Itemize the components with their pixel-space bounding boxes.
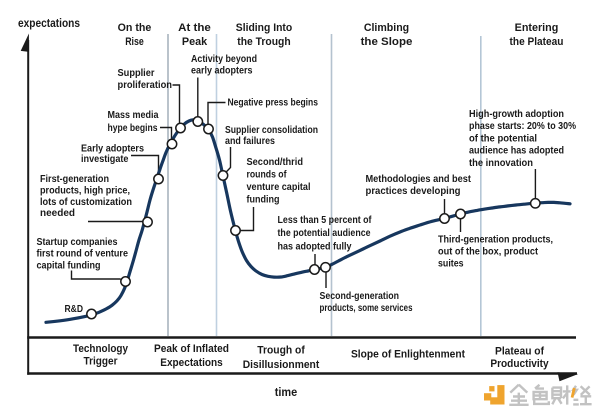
svg-text:phase starts: 20% to 30%: phase starts: 20% to 30% (469, 121, 576, 132)
svg-text:R&D: R&D (65, 304, 84, 315)
svg-text:Rise: Rise (125, 36, 144, 48)
svg-text:needed: needed (40, 208, 75, 219)
svg-text:practices developing: practices developing (366, 186, 461, 197)
svg-text:proliferation: proliferation (118, 80, 173, 91)
svg-text:Early adopters: Early adopters (81, 143, 144, 154)
svg-text:hype begins: hype begins (108, 123, 158, 134)
svg-text:Third-generation products,: Third-generation products, (438, 235, 553, 246)
svg-text:Trough of: Trough of (257, 345, 305, 357)
svg-text:Negative press begins: Negative press begins (228, 98, 319, 109)
svg-text:First-generation: First-generation (40, 174, 109, 185)
svg-text:products, high price,: products, high price, (40, 185, 130, 196)
svg-text:has adopted fully: has adopted fully (278, 241, 352, 252)
svg-text:Supplier consolidation: Supplier consolidation (225, 125, 318, 136)
svg-text:Sliding Into: Sliding Into (236, 22, 292, 34)
svg-text:time: time (275, 387, 298, 399)
svg-text:out of the box, product: out of the box, product (438, 247, 539, 258)
svg-text:first round of venture: first round of venture (37, 249, 129, 260)
svg-text:Entering: Entering (515, 22, 559, 34)
svg-text:lots of customization: lots of customization (40, 197, 132, 208)
svg-text:High-growth adoption: High-growth adoption (469, 109, 564, 120)
svg-text:Technology: Technology (73, 343, 129, 355)
svg-text:the Trough: the Trough (237, 36, 290, 48)
svg-text:Expectations: Expectations (160, 357, 223, 369)
svg-text:the innovation: the innovation (469, 158, 533, 169)
svg-text:capital funding: capital funding (37, 261, 101, 272)
svg-text:Productivity: Productivity (490, 358, 549, 370)
svg-text:On the: On the (118, 22, 152, 34)
svg-text:Slope of Enlightenment: Slope of Enlightenment (351, 349, 465, 361)
svg-text:Supplier: Supplier (118, 68, 155, 79)
svg-text:Climbing: Climbing (364, 22, 409, 34)
svg-text:the potential audience: the potential audience (278, 228, 371, 239)
svg-text:expectations: expectations (18, 18, 80, 30)
svg-text:Methodologies and best: Methodologies and best (366, 174, 472, 185)
svg-text:Disillusionment: Disillusionment (243, 359, 320, 371)
svg-text:Second-generation: Second-generation (320, 291, 400, 302)
svg-text:funding: funding (247, 195, 280, 206)
svg-text:Trigger: Trigger (84, 356, 119, 368)
svg-text:Peak of Inflated: Peak of Inflated (154, 343, 229, 355)
svg-text:suites: suites (438, 259, 464, 270)
svg-text:early adopters: early adopters (191, 66, 253, 77)
svg-text:the Slope: the Slope (361, 36, 413, 48)
svg-text:Plateau of: Plateau of (495, 345, 544, 357)
svg-text:rounds of: rounds of (247, 170, 288, 181)
svg-text:audience has adopted: audience has adopted (469, 146, 564, 157)
svg-text:of the potential: of the potential (469, 133, 537, 144)
svg-text:Activity beyond: Activity beyond (191, 54, 257, 65)
svg-text:Startup companies: Startup companies (37, 237, 118, 248)
svg-text:venture capital: venture capital (247, 182, 311, 193)
svg-text:investigate: investigate (81, 154, 129, 165)
svg-text:products, some services: products, some services (320, 303, 413, 314)
svg-text:Peak: Peak (182, 36, 208, 48)
svg-text:Mass media: Mass media (108, 110, 159, 121)
svg-text:and failures: and failures (225, 136, 275, 147)
svg-text:Less than 5 percent of: Less than 5 percent of (278, 215, 373, 226)
svg-text:Second/thrid: Second/thrid (247, 157, 304, 168)
svg-text:At the: At the (178, 22, 211, 34)
svg-text:the Plateau: the Plateau (510, 36, 564, 48)
